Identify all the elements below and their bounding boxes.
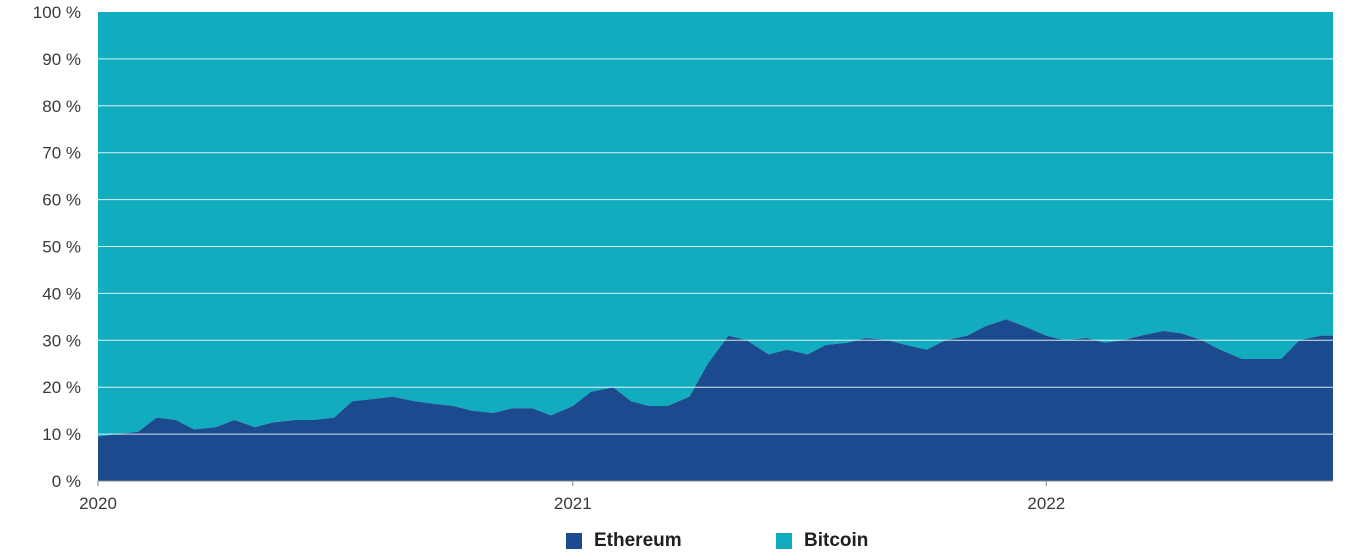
- x-tick-label: 2020: [79, 494, 117, 513]
- y-tick-label: 20 %: [42, 378, 81, 397]
- legend-swatch-ethereum: [566, 533, 582, 549]
- y-tick-label: 60 %: [42, 191, 81, 210]
- y-tick-label: 90 %: [42, 50, 81, 69]
- x-tick-label: 2022: [1027, 494, 1065, 513]
- y-tick-label: 30 %: [42, 331, 81, 350]
- y-tick-label: 40 %: [42, 284, 81, 303]
- legend-label-ethereum: Ethereum: [594, 530, 682, 551]
- area-bitcoin: [98, 12, 1333, 437]
- x-tick-label: 2021: [554, 494, 592, 513]
- chart-canvas: 0 % 10 % 20 % 30 % 40 % 50 % 60 % 70 % 80 % 90 % 1…: [33, 3, 1333, 513]
- legend: Ethereum Bitcoin: [0, 530, 1345, 554]
- y-tick-label: 80 %: [42, 97, 81, 116]
- y-tick-label: 100 %: [33, 3, 81, 22]
- legend-label-bitcoin: Bitcoin: [804, 530, 869, 551]
- y-tick-label: 70 %: [42, 144, 81, 163]
- legend-swatch-bitcoin: [776, 533, 792, 549]
- y-tick-label: 50 %: [42, 238, 81, 257]
- y-tick-label: 0 %: [52, 472, 81, 491]
- area-ethereum: [98, 319, 1333, 481]
- legend-item-bitcoin: Bitcoin: [776, 530, 868, 552]
- y-tick-label: 10 %: [42, 425, 81, 444]
- legend-item-ethereum: Ethereum: [566, 530, 682, 552]
